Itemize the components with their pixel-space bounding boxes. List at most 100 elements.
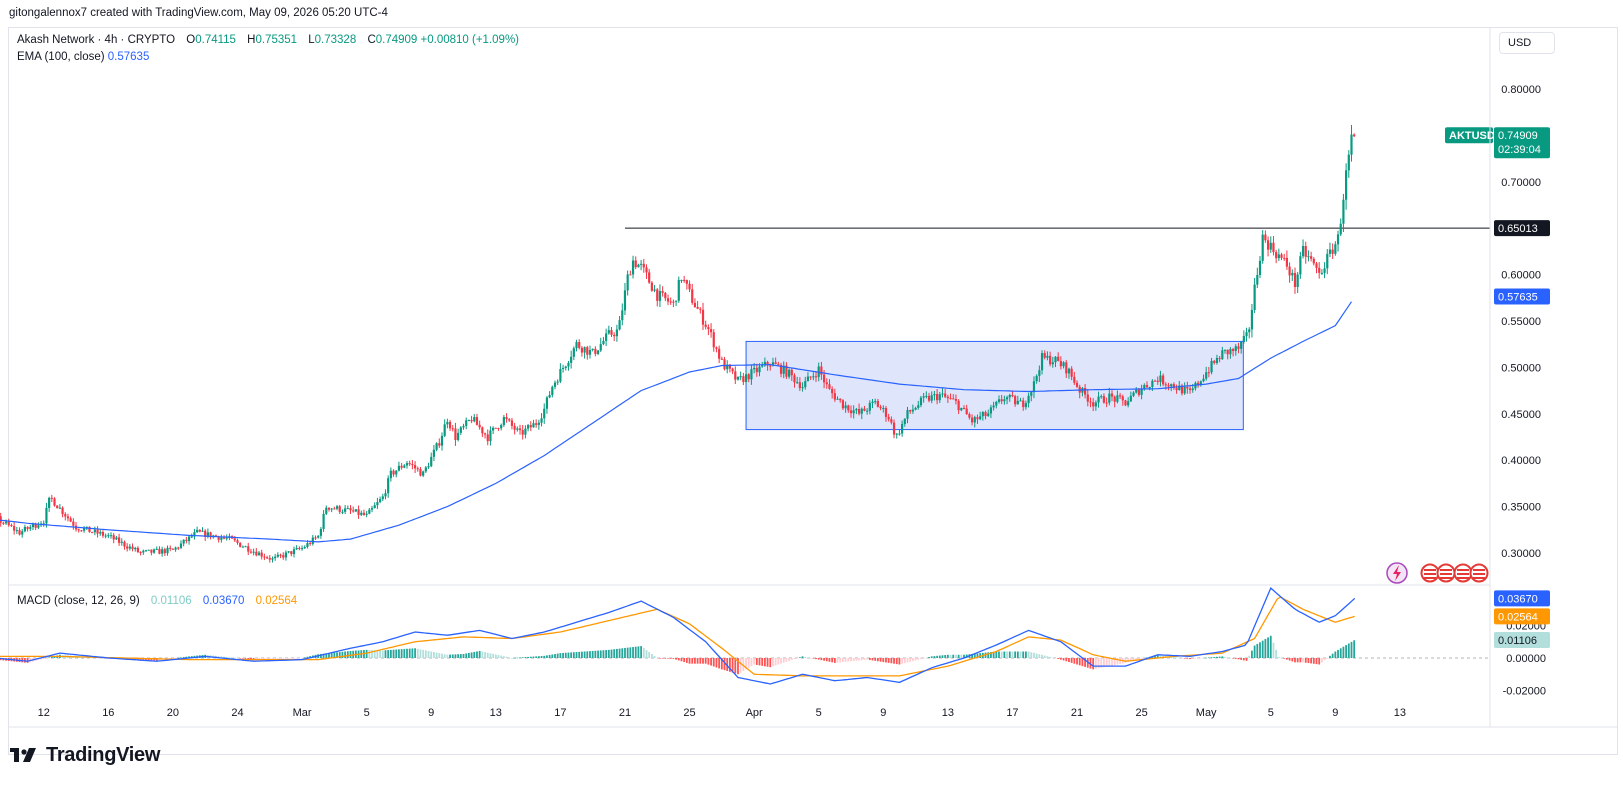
candle[interactable] (362, 512, 366, 515)
candle[interactable] (984, 412, 987, 417)
candle[interactable] (532, 423, 535, 428)
candle[interactable] (34, 524, 37, 528)
candle[interactable] (997, 399, 1001, 402)
candle[interactable] (360, 512, 363, 515)
macd-line[interactable] (0, 587, 1356, 685)
candle[interactable] (454, 428, 457, 440)
candle[interactable] (798, 382, 801, 389)
candle[interactable] (763, 361, 766, 366)
candle[interactable] (1170, 384, 1173, 387)
candle[interactable] (306, 543, 309, 548)
candle[interactable] (179, 543, 183, 548)
candle[interactable] (1113, 396, 1116, 402)
candle[interactable] (860, 408, 863, 414)
candle[interactable] (284, 552, 288, 558)
candle[interactable] (126, 546, 129, 549)
candle[interactable] (518, 428, 522, 431)
candle[interactable] (621, 310, 624, 321)
candle[interactable] (774, 362, 777, 365)
candle[interactable] (1285, 257, 1289, 267)
candle[interactable] (112, 535, 115, 540)
candle[interactable] (311, 537, 314, 544)
candle[interactable] (1118, 395, 1122, 397)
candle[interactable] (1248, 329, 1251, 333)
candle[interactable] (540, 418, 543, 423)
candle[interactable] (672, 301, 675, 303)
candle[interactable] (1092, 402, 1095, 407)
candle[interactable] (1100, 396, 1103, 398)
candle[interactable] (548, 395, 551, 398)
candle[interactable] (658, 291, 662, 301)
candle[interactable] (309, 543, 312, 545)
candle[interactable] (1296, 274, 1299, 288)
candle[interactable] (96, 529, 99, 534)
candle[interactable] (1019, 400, 1022, 402)
candle[interactable] (403, 465, 406, 468)
candle[interactable] (187, 536, 191, 542)
candle[interactable] (804, 381, 807, 388)
candle[interactable] (965, 408, 968, 415)
candle[interactable] (664, 292, 667, 299)
candle[interactable] (936, 394, 939, 401)
candle[interactable] (1229, 348, 1232, 355)
candle[interactable] (83, 528, 86, 531)
candle[interactable] (134, 547, 137, 550)
candle[interactable] (438, 443, 441, 446)
candle[interactable] (241, 546, 244, 548)
candle[interactable] (448, 421, 452, 429)
candle[interactable] (526, 425, 530, 429)
candle[interactable] (591, 348, 594, 351)
candle[interactable] (917, 405, 920, 408)
candle[interactable] (691, 289, 694, 303)
candle[interactable] (806, 376, 810, 382)
candle[interactable] (298, 547, 301, 549)
candle[interactable] (1070, 368, 1073, 377)
candle[interactable] (1223, 349, 1227, 351)
candle[interactable] (841, 400, 845, 409)
candle[interactable] (120, 541, 123, 543)
candle[interactable] (268, 558, 271, 560)
candle[interactable] (1011, 394, 1014, 397)
candle[interactable] (599, 344, 602, 351)
candle[interactable] (416, 468, 419, 470)
candle[interactable] (1323, 268, 1326, 273)
candle[interactable] (1094, 402, 1097, 407)
candle[interactable] (451, 428, 454, 430)
candle[interactable] (1320, 272, 1323, 274)
candle[interactable] (457, 432, 460, 440)
candle[interactable] (169, 547, 172, 549)
candle[interactable] (1218, 358, 1221, 360)
candle[interactable] (292, 549, 296, 555)
candle[interactable] (1266, 240, 1270, 250)
candle[interactable] (1331, 249, 1334, 254)
candle[interactable] (642, 263, 645, 268)
candle[interactable] (809, 376, 812, 378)
candle[interactable] (1253, 284, 1256, 310)
candle[interactable] (1245, 332, 1248, 336)
candle[interactable] (290, 551, 293, 555)
candle[interactable] (319, 528, 323, 536)
candle[interactable] (973, 417, 976, 423)
candle[interactable] (161, 549, 164, 554)
candle[interactable] (314, 537, 317, 539)
candle[interactable] (368, 509, 371, 514)
candle[interactable] (607, 330, 610, 334)
candle[interactable] (58, 507, 61, 509)
candle[interactable] (866, 410, 869, 412)
candle[interactable] (1102, 396, 1106, 403)
candle[interactable] (987, 413, 990, 417)
candle[interactable] (1234, 346, 1237, 351)
candle[interactable] (166, 547, 169, 554)
candle[interactable] (1003, 399, 1006, 402)
candle[interactable] (142, 550, 145, 553)
candle[interactable] (718, 348, 721, 359)
candle[interactable] (201, 530, 204, 532)
candle[interactable] (300, 548, 304, 550)
candle[interactable] (1000, 399, 1003, 402)
candle[interactable] (255, 551, 258, 556)
candle[interactable] (944, 393, 947, 397)
candle[interactable] (637, 264, 640, 268)
candle[interactable] (674, 300, 678, 302)
candle[interactable] (206, 532, 209, 537)
candle[interactable] (389, 470, 392, 479)
